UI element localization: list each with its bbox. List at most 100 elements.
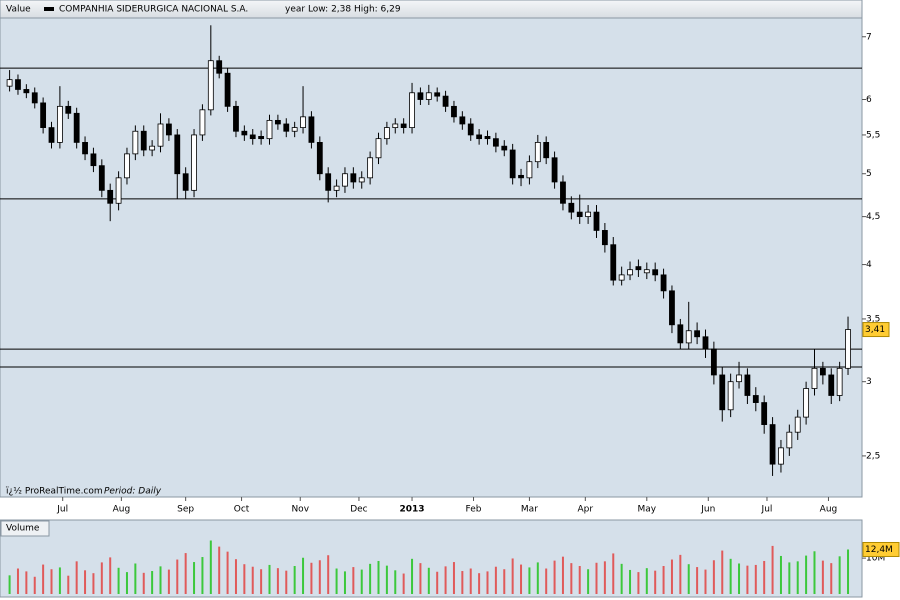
candle-body xyxy=(492,138,499,147)
volume-bar xyxy=(486,571,489,594)
candle-body xyxy=(56,105,63,143)
volume-bar xyxy=(293,566,296,594)
legend-swatch xyxy=(44,7,54,11)
volume-bar xyxy=(377,560,380,594)
volume-bar xyxy=(385,565,388,594)
candle-body xyxy=(316,142,323,175)
volume-bar xyxy=(478,573,481,594)
candle-body xyxy=(73,112,80,143)
candle-body xyxy=(15,79,21,90)
candle-body xyxy=(90,153,97,167)
candle-body xyxy=(182,173,189,191)
candle-body xyxy=(685,330,692,344)
x-tick-label: Jul xyxy=(761,505,773,515)
candle-body xyxy=(157,123,164,147)
volume-bar xyxy=(176,559,179,594)
volume-bar xyxy=(595,562,598,594)
candle-body xyxy=(635,266,642,271)
candle-body xyxy=(174,134,181,175)
candle-body xyxy=(710,348,717,376)
candle-body xyxy=(551,157,558,183)
candle-body xyxy=(836,367,843,396)
candle-body xyxy=(31,92,38,104)
candle-body xyxy=(811,367,818,389)
price-header xyxy=(0,0,863,19)
volume-bar xyxy=(444,566,447,594)
volume-bar xyxy=(327,555,330,594)
volume-bar xyxy=(578,566,581,594)
candle-body xyxy=(383,127,390,140)
candle-body xyxy=(266,119,273,140)
candle-body xyxy=(761,402,768,425)
candle-body xyxy=(652,269,659,276)
volume-bar xyxy=(159,566,162,594)
candle-body xyxy=(425,92,432,100)
volume-bar xyxy=(436,571,439,594)
candle-body xyxy=(300,116,306,128)
volume-bar xyxy=(360,569,363,594)
candle-body xyxy=(769,424,776,465)
x-tick-label: Dec xyxy=(350,505,367,515)
volume-bar xyxy=(310,562,313,594)
volume-bar xyxy=(285,570,288,594)
volume-bar xyxy=(134,563,137,594)
volume-bar xyxy=(771,545,774,594)
candle-body xyxy=(501,145,508,151)
candle-body xyxy=(610,244,617,281)
candle-body xyxy=(660,274,667,292)
candle-body xyxy=(576,211,583,218)
pane-title: Value xyxy=(6,5,31,15)
volume-bar xyxy=(100,562,103,594)
volume-bar xyxy=(553,560,556,594)
volume-bar xyxy=(209,540,212,594)
volume-bar xyxy=(469,568,472,594)
candle-body xyxy=(149,145,156,151)
candle-body xyxy=(216,60,223,74)
x-tick-label: Aug xyxy=(113,505,131,515)
y-tick-label: 7 xyxy=(866,32,872,42)
volume-bar xyxy=(587,569,590,594)
volume-bar xyxy=(679,554,682,594)
candle-body xyxy=(333,185,340,191)
candle-body xyxy=(476,134,483,140)
volume-bar xyxy=(251,566,254,594)
candle-body xyxy=(249,134,256,140)
volume-bar xyxy=(712,560,715,594)
y-tick-label: 4,5 xyxy=(866,212,880,222)
candle-body xyxy=(694,330,701,338)
volume-bar xyxy=(746,565,749,594)
volume-bar xyxy=(545,568,548,594)
candle-body xyxy=(191,134,197,191)
volume-bar xyxy=(494,566,497,594)
y-tick-label: 5 xyxy=(866,169,872,179)
volume-bar xyxy=(8,575,11,594)
candle-body xyxy=(677,324,684,344)
volume-bar xyxy=(637,572,640,594)
candle-body xyxy=(400,123,407,128)
volume-bar xyxy=(788,562,791,594)
volume-bar xyxy=(830,563,833,594)
candle-body xyxy=(48,127,55,143)
candle-body xyxy=(23,89,30,94)
volume-bar xyxy=(461,571,464,594)
candle-body xyxy=(568,202,575,213)
volume-bar xyxy=(25,571,28,594)
period: Period: Daily xyxy=(104,487,162,497)
volume-bar xyxy=(226,551,229,594)
volume-bar xyxy=(738,563,741,594)
candle-body xyxy=(124,153,130,179)
candle-body xyxy=(803,388,810,418)
volume-bar xyxy=(218,546,221,594)
candle-body xyxy=(375,138,382,159)
candle-body xyxy=(258,136,265,140)
candle-body xyxy=(274,119,281,125)
candle-body xyxy=(643,269,650,274)
y-tick-label: 3 xyxy=(866,377,872,387)
x-tick-label: Jun xyxy=(700,505,715,515)
volume-bar xyxy=(838,556,841,594)
candle-body xyxy=(451,105,457,118)
candle-body xyxy=(233,105,239,132)
volume-bar xyxy=(561,556,564,594)
candle-body xyxy=(794,416,801,433)
